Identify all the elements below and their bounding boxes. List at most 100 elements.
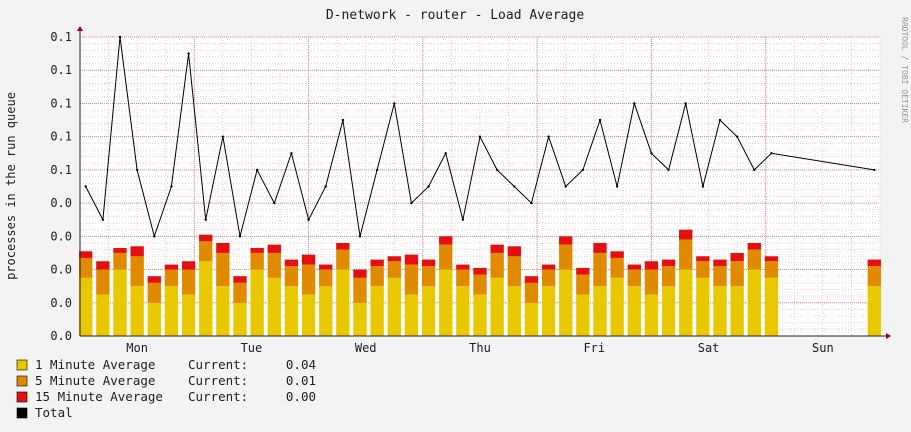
bar-15min	[490, 244, 504, 253]
total-point	[530, 201, 533, 205]
total-point	[735, 135, 739, 138]
total-point	[118, 35, 122, 39]
bar-1min	[610, 277, 624, 336]
x-tick-label: Wed	[355, 341, 377, 355]
bar-5min	[764, 261, 779, 278]
bar-15min	[610, 251, 624, 258]
bar-5min	[473, 274, 487, 295]
bar-5min	[576, 274, 590, 295]
total-point	[375, 168, 379, 172]
bar-1min	[576, 294, 590, 336]
bar-1min	[113, 269, 127, 336]
total-point	[187, 52, 190, 55]
bar-5min	[524, 282, 539, 303]
total-point	[358, 235, 362, 238]
bar-15min	[130, 246, 144, 257]
bar-5min	[644, 269, 659, 295]
bar-1min	[404, 294, 419, 336]
bar-1min	[147, 302, 161, 336]
bar-15min	[507, 246, 521, 257]
bar-1min	[267, 277, 281, 336]
bar-5min	[421, 266, 436, 287]
total-point	[341, 118, 345, 122]
bar-1min	[627, 286, 641, 336]
total-point	[204, 218, 207, 221]
legend-name: 15 Minute Average	[35, 389, 163, 404]
bar-1min	[250, 269, 264, 336]
total-point	[615, 185, 619, 188]
bar-15min	[439, 236, 453, 245]
bar-1min	[524, 302, 539, 336]
bar-1min	[130, 286, 144, 336]
total-point	[461, 218, 465, 221]
total-point	[290, 152, 293, 155]
bar-5min	[284, 266, 299, 287]
bar-1min	[541, 286, 556, 336]
legend-swatch	[16, 391, 28, 403]
bar-1min	[284, 286, 299, 336]
chart-title: D-network - router - Load Average	[326, 8, 584, 23]
bar-1min	[301, 294, 316, 336]
bar-15min	[164, 264, 179, 270]
bar-1min	[507, 286, 521, 336]
total-point	[135, 168, 139, 172]
bar-5min	[301, 264, 316, 295]
legend-current-label: Current:	[188, 389, 248, 404]
total-point	[513, 185, 516, 188]
bar-15min	[250, 247, 264, 253]
bar-5min	[661, 266, 676, 287]
total-point	[153, 235, 156, 238]
y-tick-label: 0.0	[50, 329, 72, 343]
total-point	[667, 168, 670, 172]
total-point	[684, 102, 687, 105]
bar-15min	[233, 276, 247, 283]
bar-15min	[696, 256, 710, 262]
bar-15min	[79, 251, 93, 258]
bar-5min	[627, 269, 641, 287]
y-tick-label: 0.0	[50, 263, 72, 277]
legend-name: Total	[35, 405, 73, 420]
bar-15min	[404, 254, 419, 265]
total-point	[324, 185, 327, 188]
bar-5min	[610, 257, 624, 278]
bar-15min	[730, 252, 744, 262]
bar-15min	[661, 259, 676, 267]
y-tick-label: 0.1	[50, 163, 72, 177]
y-axis-arrow	[77, 26, 83, 31]
bar-15min	[96, 261, 110, 270]
bar-5min	[130, 256, 144, 287]
y-axis-label: processes in the run queue	[4, 92, 18, 280]
bar-5min	[541, 269, 556, 287]
y-tick-label: 0.1	[50, 130, 72, 144]
y-tick-label: 0.0	[50, 296, 72, 310]
bar-15min	[370, 259, 384, 267]
total-point	[307, 218, 310, 221]
bar-5min	[267, 252, 281, 278]
total-point	[101, 218, 105, 221]
x-tick-label: Tue	[241, 341, 263, 355]
bar-5min	[233, 282, 247, 303]
bar-5min	[679, 239, 693, 270]
bar-15min	[764, 256, 779, 262]
bar-1min	[336, 269, 350, 336]
legend-swatch	[16, 375, 28, 387]
bar-1min	[644, 294, 659, 336]
bar-15min	[456, 264, 470, 270]
legend-current-value: 0.01	[286, 373, 316, 388]
total-point	[598, 118, 602, 122]
bar-5min	[456, 269, 470, 287]
total-point	[650, 152, 653, 155]
bar-15min	[867, 259, 881, 267]
bar-5min	[164, 269, 179, 287]
bar-5min	[696, 261, 710, 278]
total-point	[547, 135, 550, 138]
total-point	[478, 135, 482, 138]
bar-1min	[559, 269, 573, 336]
bar-1min	[456, 286, 470, 336]
total-point	[873, 168, 876, 172]
x-tick-label: Thu	[469, 341, 491, 355]
bar-1min	[319, 286, 333, 336]
tick-labels: 0.0 0.0 0.0 0.0 0.0 0.1 0.1 0.1 0.1 0.1 Mon Tue Wed T…	[50, 30, 833, 355]
bar-15min	[267, 244, 281, 253]
